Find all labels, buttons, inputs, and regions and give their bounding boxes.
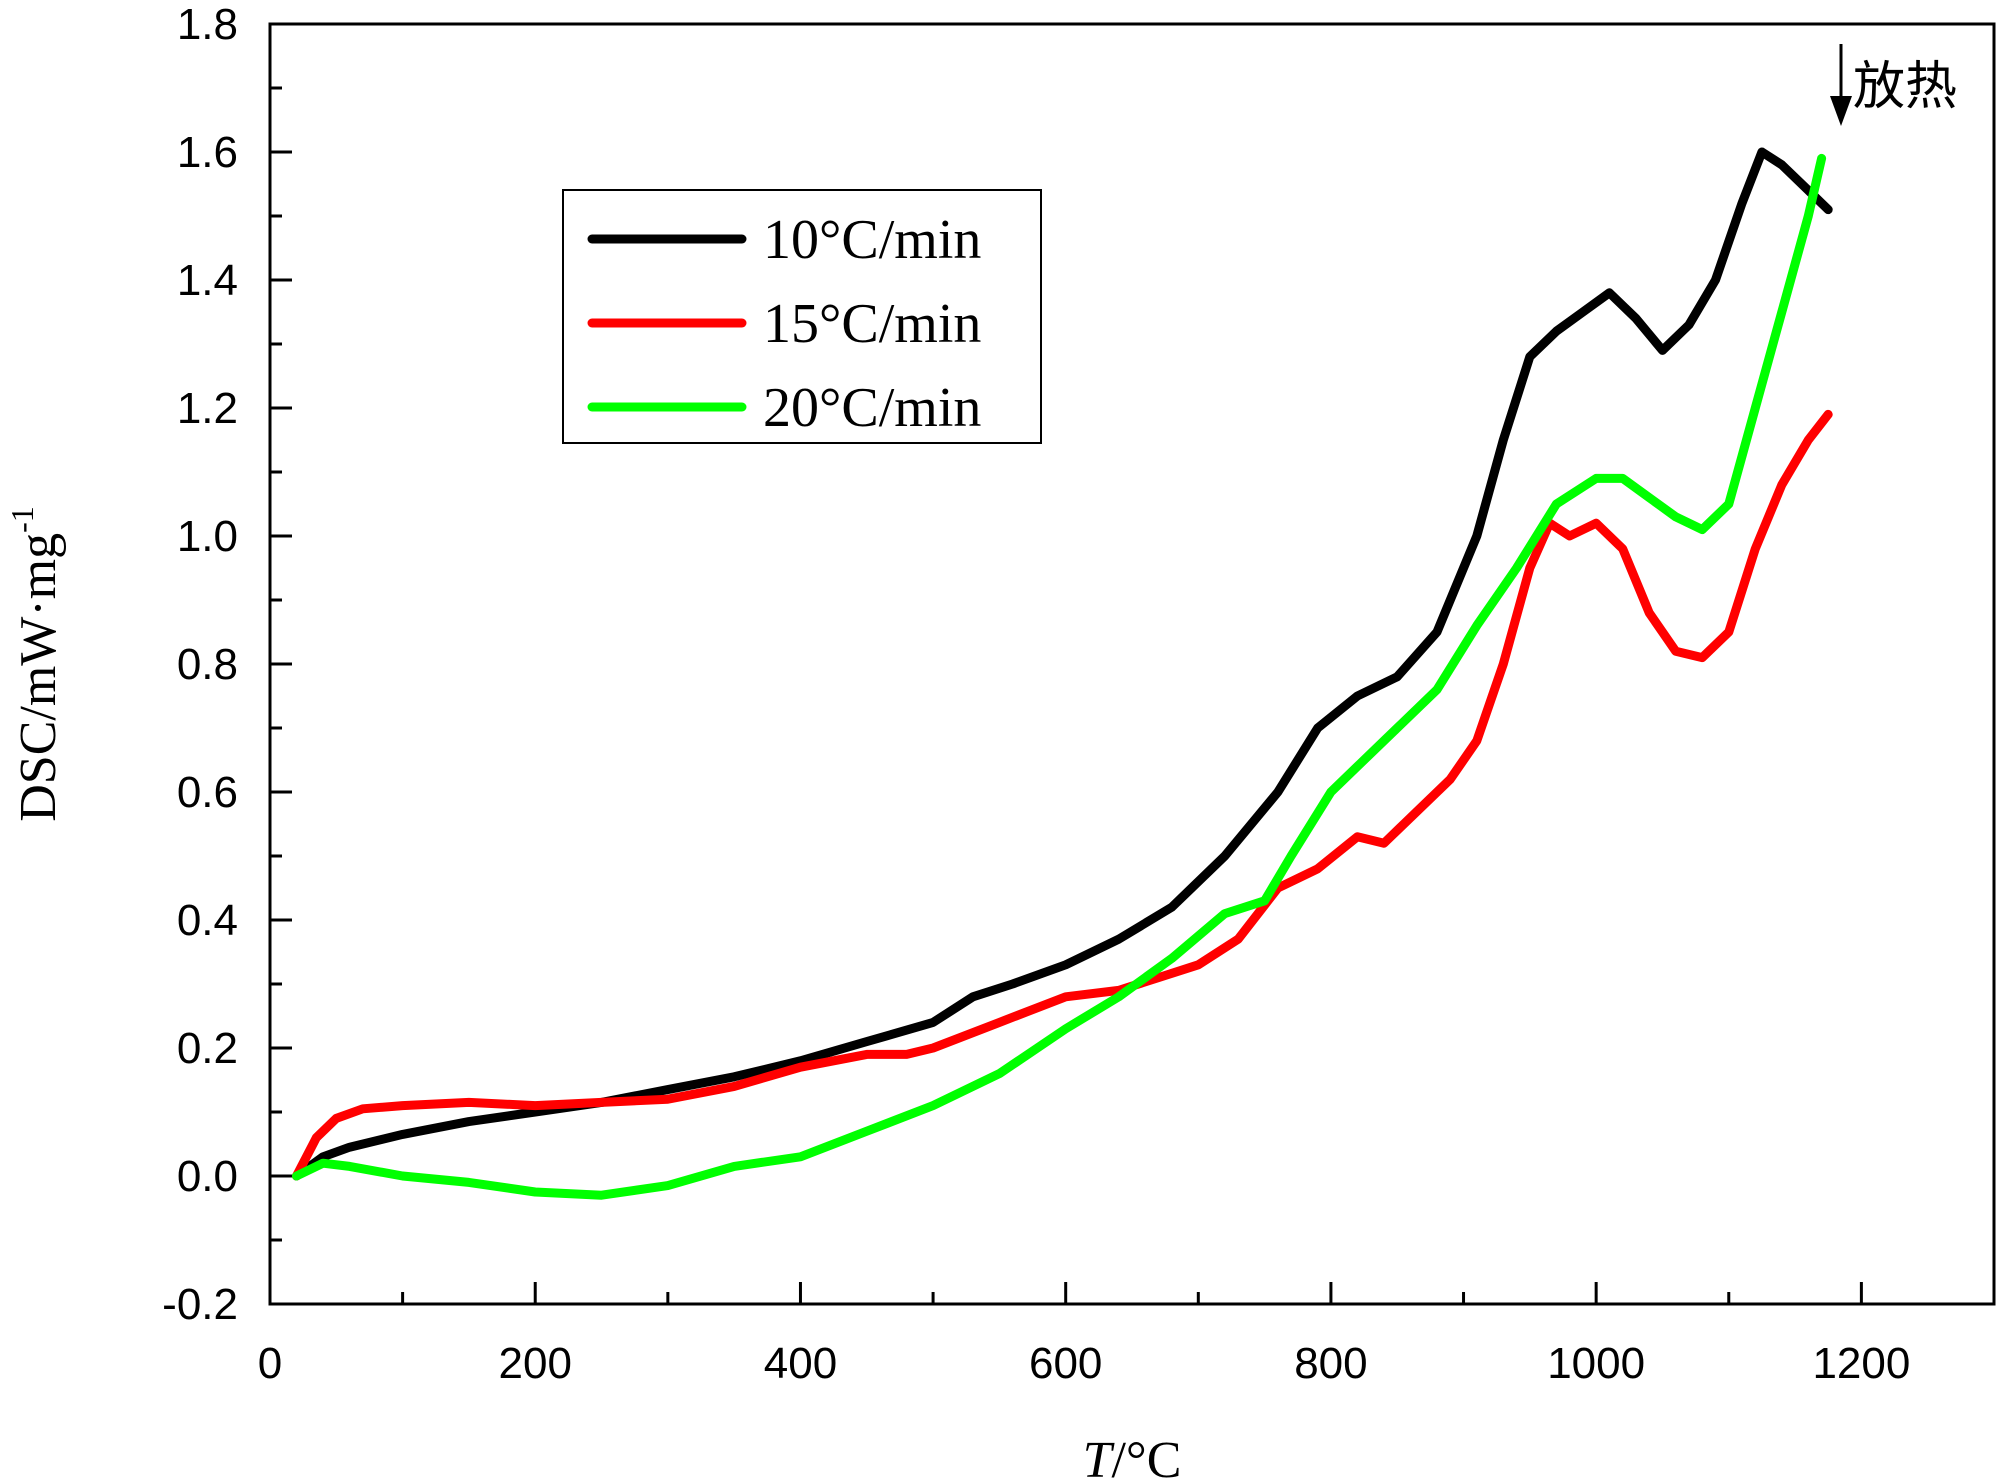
x-tick-label-1000: 1000 — [1547, 1339, 1645, 1388]
y-tick-label-7: 1.2 — [177, 384, 238, 433]
x-tick-label-1200: 1200 — [1812, 1339, 1910, 1388]
y-tick-label-8: 1.4 — [177, 256, 238, 305]
x-tick-label-200: 200 — [499, 1339, 572, 1388]
exothermic-annotation: 放热 — [1830, 44, 1957, 126]
legend-label-20c-per-min: 20°C/min — [763, 377, 981, 439]
y-axis-title: DSC/mW·mg-1 — [4, 506, 67, 822]
annotation-label: 放热 — [1853, 57, 1957, 117]
down-arrow-head-icon — [1830, 96, 1852, 126]
y-tick-label-10: 1.8 — [177, 0, 238, 49]
legend-box — [562, 189, 1042, 444]
x-axis-title: T/°C — [1083, 1432, 1182, 1484]
y-tick-label-0: -0.2 — [162, 1280, 238, 1329]
y-tick-label-2: 0.2 — [177, 1024, 238, 1073]
y-tick-label-1: 0.0 — [177, 1152, 238, 1201]
legend-items: 10°C/min 15°C/min 20°C/min — [587, 209, 981, 439]
series-layer — [292, 147, 1833, 1200]
y-tick-label-6: 1.0 — [177, 512, 238, 561]
y-tick-label-9: 1.6 — [177, 128, 238, 177]
y-tick-label-3: 0.4 — [177, 896, 238, 945]
x-axis-title-unit: /°C — [1111, 1432, 1181, 1484]
x-tick-label-600: 600 — [1029, 1339, 1102, 1388]
series-line-15c-per-min — [292, 409, 1833, 1181]
y-tick-label-5: 0.8 — [177, 640, 238, 689]
y-axis-title-main: DSC/mW·mg — [10, 533, 67, 822]
series-line-20c-per-min — [292, 153, 1827, 1200]
x-tick-label-800: 800 — [1294, 1339, 1367, 1388]
legend-label-15c-per-min: 15°C/min — [763, 293, 981, 355]
x-tick-label-0: 0 — [258, 1339, 282, 1388]
x-axis-ticks: 0 200 400 600 800 1000 1200 — [258, 1282, 1996, 1388]
x-axis-title-italic: T — [1083, 1432, 1115, 1484]
y-tick-label-4: 0.6 — [177, 768, 238, 817]
y-axis-title-superscript: -1 — [4, 506, 40, 533]
legend-label-10c-per-min: 10°C/min — [763, 209, 981, 271]
legend: 10°C/min 15°C/min 20°C/min — [562, 189, 1042, 444]
x-tick-label-400: 400 — [764, 1339, 837, 1388]
y-axis-ticks: -0.2 0.0 0.2 0.4 0.6 0.8 1.0 1.2 1.4 1.6 1.8 — [162, 0, 292, 1329]
